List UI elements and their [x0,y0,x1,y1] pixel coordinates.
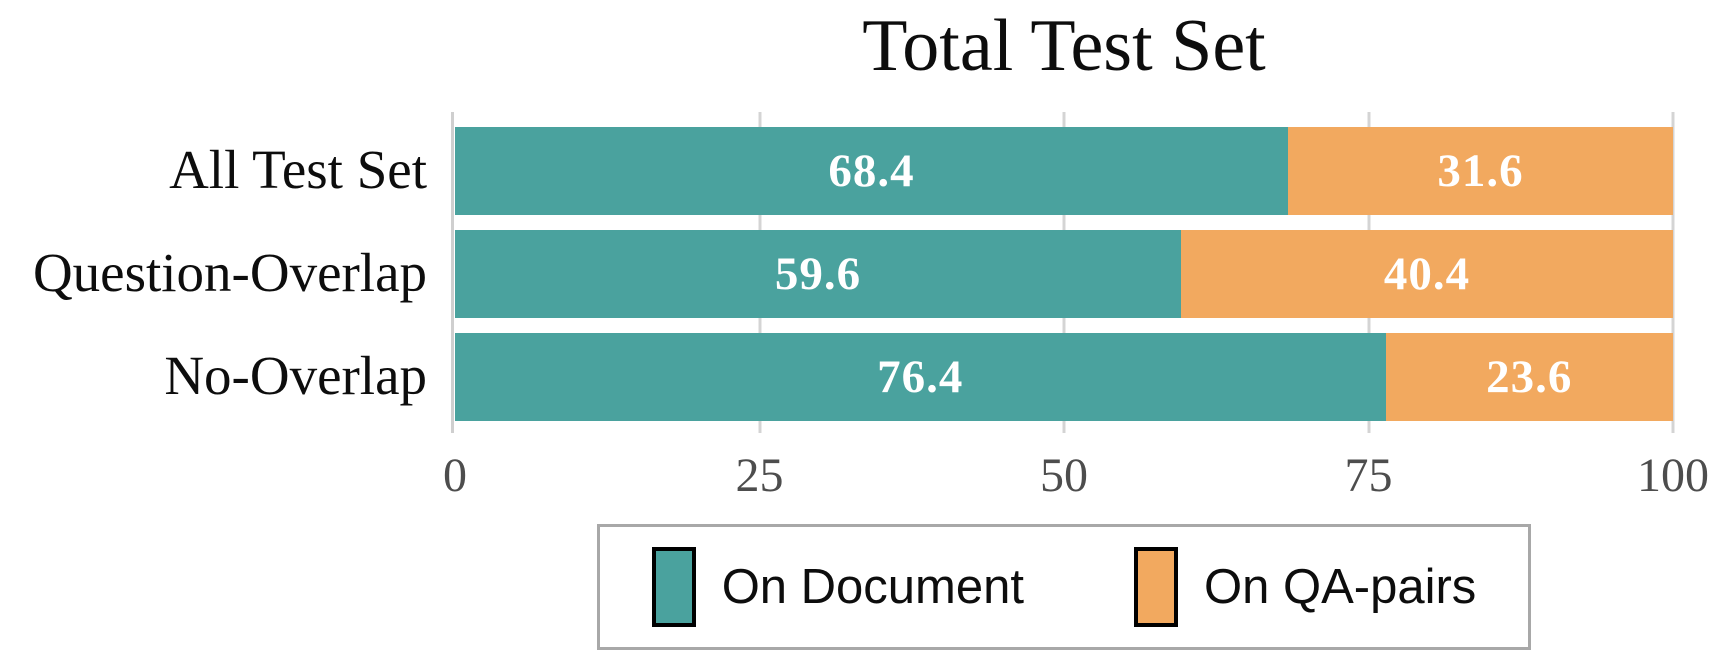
bar-value-label: 76.4 [877,351,964,403]
bar-segment-on-qa-pairs: 23.6 [1385,333,1673,421]
plot-area: All Test Set 68.4 31.6 Question-Overlap 59.6… [0,112,1726,433]
bar-value-label: 59.6 [774,248,862,300]
bar-value-label: 23.6 [1486,351,1573,403]
legend: On Document On QA-pairs [596,524,1532,650]
bar-segment-on-qa-pairs: 31.6 [1288,127,1673,215]
bar-track: 68.4 31.6 [455,127,1673,215]
bar-segment-on-document: 59.6 [455,230,1181,318]
legend-swatch-on-qa-pairs [1134,547,1178,627]
category-label-no-overlap: No-Overlap [164,345,427,406]
bar-value-label: 31.6 [1437,145,1524,197]
x-tick-label-25: 25 [735,449,784,502]
category-label-question-overlap: Question-Overlap [32,242,427,303]
legend-item-on-document: On Document [651,547,1024,627]
bar-track: 59.6 40.4 [455,230,1673,318]
bar-value-label: 68.4 [828,145,915,197]
bar-track: 76.4 23.6 [455,333,1673,421]
legend-container: On Document On QA-pairs [455,524,1673,650]
legend-item-on-qa-pairs: On QA-pairs [1134,547,1476,627]
x-tick-label-0: 0 [443,449,467,502]
y-axis-line [451,112,454,433]
legend-label-on-qa-pairs: On QA-pairs [1204,560,1477,614]
chart-title: Total Test Set [862,5,1266,87]
x-tick-label-100: 100 [1637,449,1709,502]
bar-segment-on-qa-pairs: 40.4 [1180,230,1673,318]
x-axis: 0 25 50 75 100 [443,448,1709,510]
legend-swatch-on-document [651,547,696,627]
bar-row-no-overlap: No-Overlap 76.4 23.6 [0,333,1726,421]
bar-value-label: 40.4 [1383,248,1471,300]
x-tick-label-50: 50 [1040,449,1088,502]
gridline-x-100 [1671,112,1675,433]
legend-label-on-document: On Document [721,560,1024,614]
bars: All Test Set 68.4 31.6 Question-Overlap 59.6… [0,127,1726,421]
bar-segment-on-document: 68.4 [455,127,1289,215]
x-tick-label-75: 75 [1344,449,1393,502]
category-label-all-test-set: All Test Set [169,139,427,200]
bar-row-all-test-set: All Test Set 68.4 31.6 [0,127,1726,215]
bar-segment-on-document: 76.4 [455,333,1386,421]
bar-row-question-overlap: Question-Overlap 59.6 40.4 [0,230,1726,318]
